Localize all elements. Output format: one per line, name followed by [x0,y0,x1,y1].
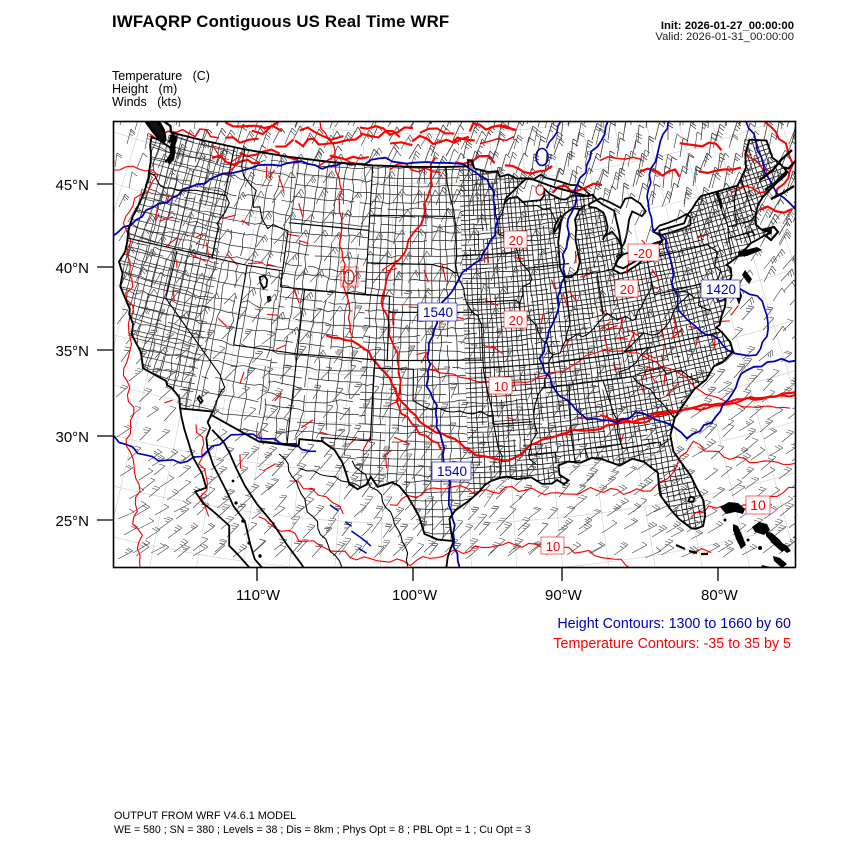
svg-text:10: 10 [546,539,560,554]
svg-text:1540: 1540 [423,305,453,320]
svg-text:20: 20 [509,313,523,328]
svg-text:10: 10 [750,497,766,513]
svg-text:20: 20 [509,233,523,248]
svg-text:-20: -20 [634,246,653,261]
svg-text:1540: 1540 [437,464,467,479]
svg-text:10: 10 [494,379,508,394]
svg-text:1420: 1420 [706,282,736,297]
svg-text:20: 20 [620,282,634,297]
